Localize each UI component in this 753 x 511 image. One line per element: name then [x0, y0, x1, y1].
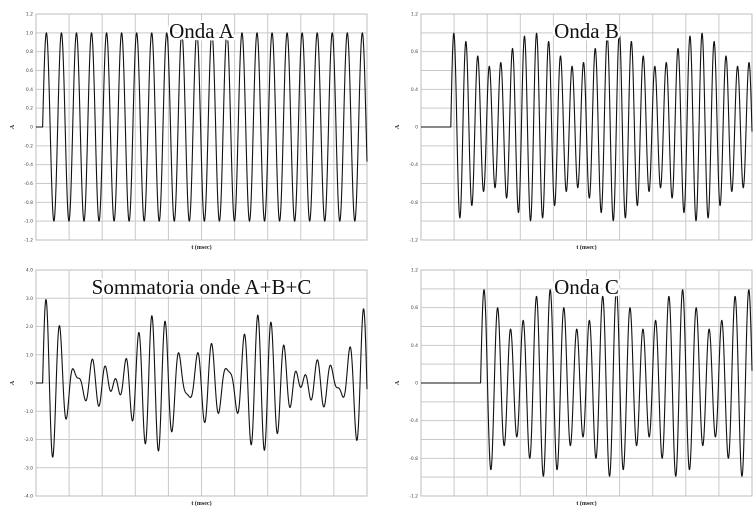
y-tick-label: 1.2: [411, 268, 418, 274]
y-tick-label: -0.8: [409, 456, 418, 462]
y-tick-label: 0: [415, 381, 418, 387]
chart-title: Onda B: [554, 19, 619, 43]
y-tick-label: 1.0: [26, 30, 33, 36]
chart-svg: 1.20.80.40-0.4-0.8-1.2At (msec)Onda COnd…: [395, 268, 753, 506]
y-tick-label: -0.8: [409, 200, 418, 206]
y-tick-label: 0: [30, 381, 33, 387]
y-tick-label: 1.2: [411, 12, 418, 18]
y-tick-label: -0.4: [24, 162, 33, 168]
y-tick-label: 0: [30, 125, 33, 131]
x-axis-label: t (msec): [191, 244, 211, 250]
y-axis-label: A: [10, 124, 16, 129]
chart-svg: 4.0 3.0 2.0 1.0 0 -1.0 -2.0 -3.0 -4.0 At (msec) So…: [10, 268, 368, 506]
y-tick-label: 0.8: [411, 49, 418, 55]
y-tick-label: 0.6: [26, 68, 33, 74]
x-axis-label: t (msec): [191, 500, 211, 506]
y-axis-label: A: [395, 124, 401, 129]
y-tick-label: 1.2: [26, 12, 33, 18]
chart-title-halo: Onda A: [169, 19, 235, 43]
y-tick-label: -0.2: [24, 143, 33, 149]
chart-panel-onda-a: 1.2 1.0 0.8 0.6 0.4 0.2 0 -0.2 -0.4 -0.6 -0.8 -1.0 -…: [0, 0, 368, 250]
y-tick-label: 0.8: [411, 305, 418, 311]
y-tick-label: 1.0: [26, 352, 33, 358]
chart-title-halo: Onda C: [554, 275, 619, 299]
y-tick-label: -0.4: [409, 418, 418, 424]
waveform-series-line: [420, 289, 753, 477]
y-tick-label: 0.4: [411, 343, 418, 349]
chart-title: Onda C: [554, 275, 619, 299]
y-tick-label: -1.0: [24, 219, 33, 225]
y-tick-label: 0: [415, 125, 418, 131]
y-tick-label: 0.4: [411, 87, 418, 93]
y-tick-label: -1.2: [24, 238, 33, 244]
y-tick-label: -0.8: [24, 200, 33, 206]
chart-svg: 1.2 1.0 0.8 0.6 0.4 0.2 0 -0.2 -0.4 -0.6 -0.8 -1.0 -…: [10, 12, 368, 250]
waveform-series-line: [35, 32, 368, 222]
y-tick-label: 0.8: [26, 49, 33, 55]
y-tick-label: -0.6: [24, 181, 33, 187]
chart-svg: 1.20.80.40-0.4-0.8-1.2At (msec)Onda BOnd…: [395, 12, 753, 250]
x-axis-label: t (msec): [576, 244, 596, 250]
chart-title: Onda A: [169, 19, 235, 43]
y-axis-label: A: [395, 380, 401, 385]
chart-title-halo: Onda B: [554, 19, 619, 43]
y-tick-label: -1.0: [24, 409, 33, 415]
chart-title-halo: Sommatoria onde A+B+C: [92, 275, 312, 299]
y-tick-label: 3.0: [26, 296, 33, 302]
chart-title: Sommatoria onde A+B+C: [92, 275, 312, 299]
y-tick-label: -1.2: [409, 494, 418, 500]
y-tick-label: -2.0: [24, 437, 33, 443]
waveform-series-line: [420, 32, 753, 222]
y-tick-label: -4.0: [24, 494, 33, 500]
y-tick-label: -0.4: [409, 162, 418, 168]
x-axis-label: t (msec): [576, 500, 596, 506]
y-tick-label: 4.0: [26, 268, 33, 274]
y-tick-label: -3.0: [24, 465, 33, 471]
waveform-series-line: [35, 298, 368, 458]
y-tick-label: 2.0: [26, 324, 33, 330]
y-axis-label: A: [10, 380, 16, 385]
y-tick-label: 0.4: [26, 87, 33, 93]
y-tick-label: -1.2: [409, 238, 418, 244]
y-tick-label: 0.2: [26, 106, 33, 112]
